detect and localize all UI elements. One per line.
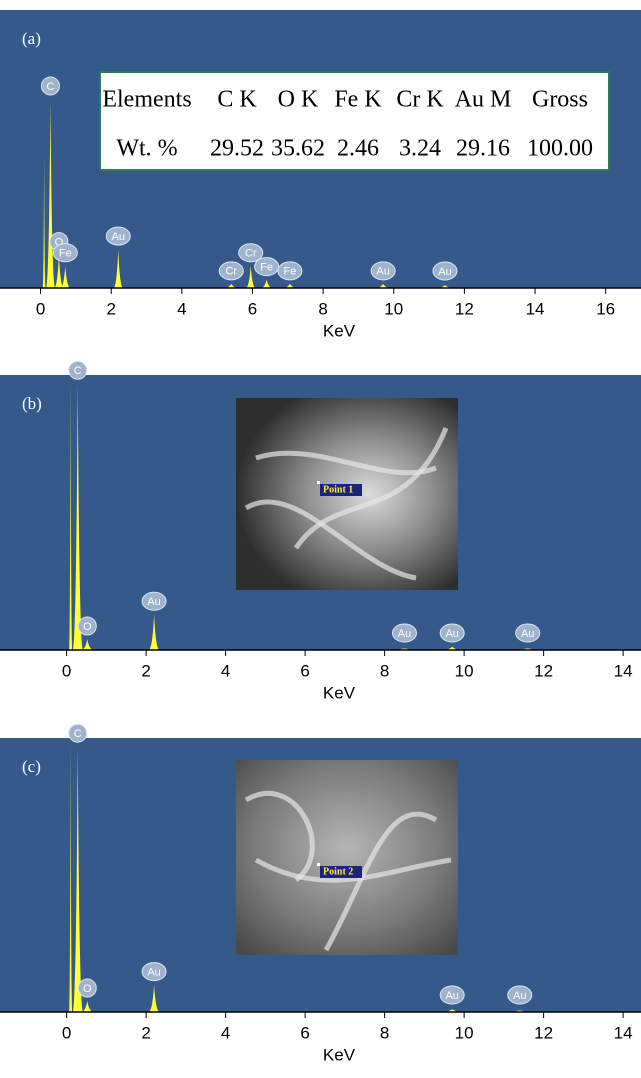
x-tick-label: 2 (141, 1023, 150, 1042)
x-tick-label: 14 (614, 1023, 633, 1042)
peak-label: Au (112, 231, 125, 243)
x-tick-label: 8 (380, 661, 389, 680)
panel-label: (b) (22, 394, 42, 413)
x-tick-label: 14 (526, 299, 545, 318)
point-label: Point 1 (323, 484, 353, 495)
peak-label: C (74, 365, 82, 377)
table-header: Gross (532, 87, 588, 113)
table-cell: Wt. % (116, 136, 177, 162)
table-cell: 2.46 (337, 136, 379, 162)
peak-label: Au (445, 628, 458, 640)
x-tick-label: 10 (455, 661, 474, 680)
peak-label: O (83, 983, 92, 995)
x-tick-label: 12 (534, 661, 553, 680)
x-tick-label: 4 (221, 1023, 230, 1042)
x-tick-label: 16 (596, 299, 615, 318)
x-tick-label: 12 (455, 299, 474, 318)
table-cell: 35.62 (271, 136, 325, 162)
peak-label: Cr (245, 248, 257, 260)
x-axis-label: KeV (323, 683, 356, 702)
x-axis-label: KeV (323, 1045, 356, 1064)
table-cell: 29.16 (456, 136, 510, 162)
peak-label: Au (398, 628, 411, 640)
x-tick-label: 10 (384, 299, 403, 318)
table-cell: 29.52 (210, 136, 264, 162)
peak-label: Au (513, 990, 526, 1002)
table-header: C K (217, 87, 257, 113)
table-header: Cr K (396, 87, 444, 113)
x-tick-label: 10 (455, 1023, 474, 1042)
table-header: Au M (455, 87, 512, 113)
peak-label: Cr (225, 266, 237, 278)
peak-label: C (74, 728, 82, 740)
x-tick-label: 4 (221, 661, 230, 680)
table-header: Elements (102, 87, 191, 113)
x-tick-label: 0 (36, 299, 45, 318)
peak-label: Au (376, 266, 389, 278)
point-marker (317, 481, 320, 484)
peak-label: Fe (260, 262, 273, 274)
peak-label: Au (147, 967, 160, 979)
sem-image (236, 760, 458, 955)
x-tick-label: 0 (62, 1023, 71, 1042)
peak-label: Fe (59, 248, 72, 260)
table-header: Fe K (334, 87, 382, 113)
x-tick-label: 6 (300, 1023, 309, 1042)
x-tick-label: 6 (248, 299, 257, 318)
panel-label: (c) (22, 757, 41, 776)
x-tick-label: 2 (141, 661, 150, 680)
peak-label: O (83, 621, 92, 633)
peak-label: Au (438, 266, 451, 278)
point-marker (317, 863, 320, 866)
peak-label: Fe (283, 266, 296, 278)
figure: (a)COFeAuCrCrFeFeAuAu0246810121416KeVEle… (0, 0, 641, 1073)
x-tick-label: 14 (614, 661, 633, 680)
peak-label: Au (445, 990, 458, 1002)
x-tick-label: 2 (106, 299, 115, 318)
x-tick-label: 8 (380, 1023, 389, 1042)
x-tick-label: 12 (534, 1023, 553, 1042)
peak-label: Au (147, 596, 160, 608)
table-header: O K (278, 87, 319, 113)
panel-label: (a) (22, 29, 41, 48)
x-tick-label: 0 (62, 661, 71, 680)
table-cell: 100.00 (527, 136, 593, 162)
peak-label: C (46, 81, 54, 93)
x-tick-label: 4 (177, 299, 186, 318)
x-axis-label: KeV (323, 321, 356, 340)
x-tick-label: 6 (300, 661, 309, 680)
table-cell: 3.24 (399, 136, 441, 162)
point-label: Point 2 (323, 866, 353, 877)
x-tick-label: 8 (318, 299, 327, 318)
peak-label: Au (521, 628, 534, 640)
